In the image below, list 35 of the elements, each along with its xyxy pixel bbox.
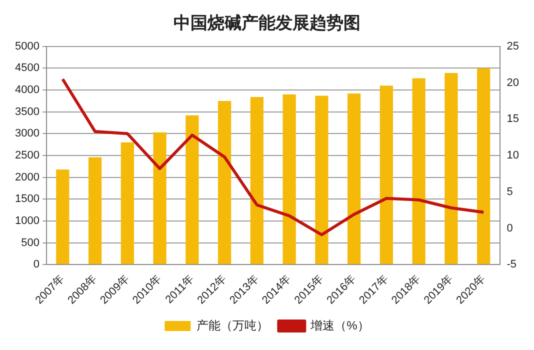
y-tick-label: 1000: [14, 214, 40, 227]
y-tick-label: 0: [33, 258, 40, 271]
y-tick-label: 500: [21, 236, 40, 249]
bar: [380, 86, 393, 264]
y2-tick-label: 0: [506, 222, 513, 234]
y2-tick-label: -5: [506, 258, 517, 271]
y-tick-label: 3000: [14, 128, 40, 140]
legend-label: 增速（%）: [310, 318, 370, 332]
bar: [444, 73, 458, 264]
bar: [282, 94, 296, 264]
y-tick-label: 4000: [14, 84, 40, 96]
bar: [120, 142, 134, 264]
y2-tick-label: 10: [506, 150, 520, 162]
y-tick-label: 4500: [14, 62, 40, 74]
y-tick-label: 2500: [14, 150, 40, 162]
bar: [348, 94, 361, 264]
y-tick-label: 2000: [14, 171, 40, 184]
bar: [218, 100, 232, 264]
bar: [412, 78, 426, 264]
y2-tick-label: 20: [506, 76, 520, 89]
y2-tick-label: 5: [506, 186, 513, 198]
bar: [477, 68, 490, 264]
bar: [88, 157, 102, 264]
bar: [153, 132, 166, 264]
legend-label: 产能（万吨）: [196, 318, 269, 332]
y-tick-label: 1500: [14, 193, 40, 206]
bar: [186, 115, 199, 264]
bar: [56, 169, 70, 264]
y-tick-label: 5000: [14, 40, 40, 52]
bar: [250, 97, 264, 264]
chart-title: 中国烧碱产能发展趋势图: [174, 14, 360, 33]
y2-tick-label: 25: [506, 40, 520, 52]
y-tick-label: 3500: [14, 106, 40, 118]
y2-tick-label: 15: [506, 113, 520, 126]
bar: [315, 96, 328, 264]
